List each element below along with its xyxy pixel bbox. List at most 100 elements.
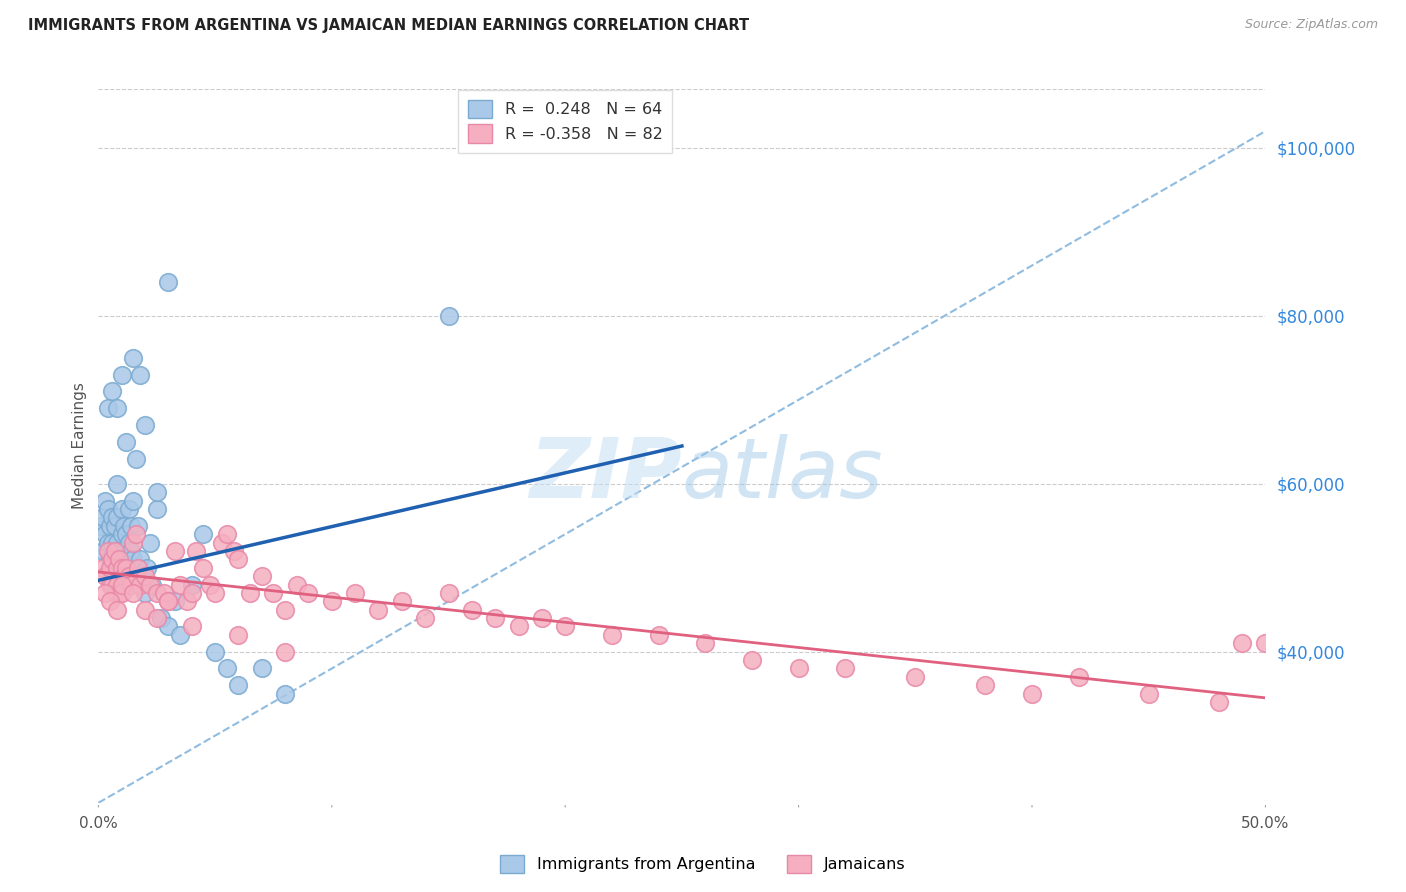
Point — [129, 368, 152, 382]
Point — [97, 535, 120, 549]
Point — [108, 544, 131, 558]
Point — [122, 351, 145, 365]
Point — [1067, 670, 1090, 684]
Point — [120, 577, 142, 591]
Point — [413, 611, 436, 625]
Point — [139, 577, 162, 591]
Point — [127, 518, 149, 533]
Legend: R =  0.248   N = 64, R = -0.358   N = 82: R = 0.248 N = 64, R = -0.358 N = 82 — [458, 90, 672, 153]
Point — [111, 560, 134, 574]
Point — [228, 552, 250, 566]
Point — [1021, 687, 1043, 701]
Point — [228, 678, 250, 692]
Point — [321, 594, 343, 608]
Point — [97, 502, 120, 516]
Point — [285, 577, 308, 591]
Point — [98, 577, 121, 591]
Point — [141, 577, 163, 591]
Point — [437, 586, 460, 600]
Point — [120, 544, 142, 558]
Point — [222, 544, 245, 558]
Point — [98, 594, 121, 608]
Point — [904, 670, 927, 684]
Point — [204, 645, 226, 659]
Point — [228, 628, 250, 642]
Point — [112, 569, 135, 583]
Point — [105, 476, 128, 491]
Point — [91, 544, 114, 558]
Point — [115, 552, 138, 566]
Point — [94, 586, 117, 600]
Point — [98, 560, 121, 574]
Point — [132, 569, 155, 583]
Point — [105, 603, 128, 617]
Point — [115, 560, 138, 574]
Point — [101, 560, 124, 574]
Point — [1137, 687, 1160, 701]
Point — [834, 661, 856, 675]
Point — [91, 560, 114, 574]
Point — [97, 401, 120, 416]
Legend: Immigrants from Argentina, Jamaicans: Immigrants from Argentina, Jamaicans — [494, 848, 912, 880]
Point — [146, 611, 169, 625]
Point — [122, 552, 145, 566]
Point — [94, 569, 117, 583]
Point — [204, 586, 226, 600]
Point — [111, 527, 134, 541]
Point — [146, 485, 169, 500]
Point — [391, 594, 413, 608]
Point — [104, 586, 127, 600]
Point — [111, 577, 134, 591]
Point — [169, 577, 191, 591]
Point — [111, 552, 134, 566]
Point — [274, 603, 297, 617]
Point — [139, 535, 162, 549]
Point — [647, 628, 669, 642]
Point — [274, 687, 297, 701]
Point — [101, 535, 124, 549]
Point — [200, 577, 222, 591]
Point — [98, 552, 121, 566]
Point — [120, 518, 142, 533]
Point — [101, 510, 124, 524]
Point — [239, 586, 262, 600]
Point — [134, 603, 156, 617]
Point — [118, 569, 141, 583]
Point — [115, 527, 138, 541]
Point — [90, 518, 112, 533]
Point — [193, 560, 215, 574]
Point — [105, 577, 128, 591]
Point — [180, 577, 202, 591]
Point — [262, 586, 284, 600]
Point — [508, 619, 530, 633]
Point — [134, 569, 156, 583]
Point — [105, 560, 128, 574]
Point — [104, 518, 127, 533]
Point — [122, 586, 145, 600]
Point — [134, 586, 156, 600]
Point — [101, 577, 124, 591]
Point — [367, 603, 389, 617]
Point — [136, 560, 159, 574]
Point — [150, 611, 173, 625]
Point — [157, 594, 180, 608]
Point — [974, 678, 997, 692]
Point — [554, 619, 576, 633]
Point — [108, 552, 131, 566]
Point — [437, 309, 460, 323]
Point — [94, 493, 117, 508]
Text: 0.0%: 0.0% — [79, 816, 118, 830]
Point — [129, 552, 152, 566]
Point — [129, 577, 152, 591]
Point — [193, 527, 215, 541]
Point — [215, 661, 238, 675]
Point — [111, 586, 134, 600]
Point — [101, 384, 124, 399]
Point — [97, 544, 120, 558]
Point — [215, 527, 238, 541]
Point — [104, 544, 127, 558]
Point — [165, 594, 187, 608]
Point — [125, 527, 148, 541]
Point — [600, 628, 623, 642]
Point — [250, 569, 273, 583]
